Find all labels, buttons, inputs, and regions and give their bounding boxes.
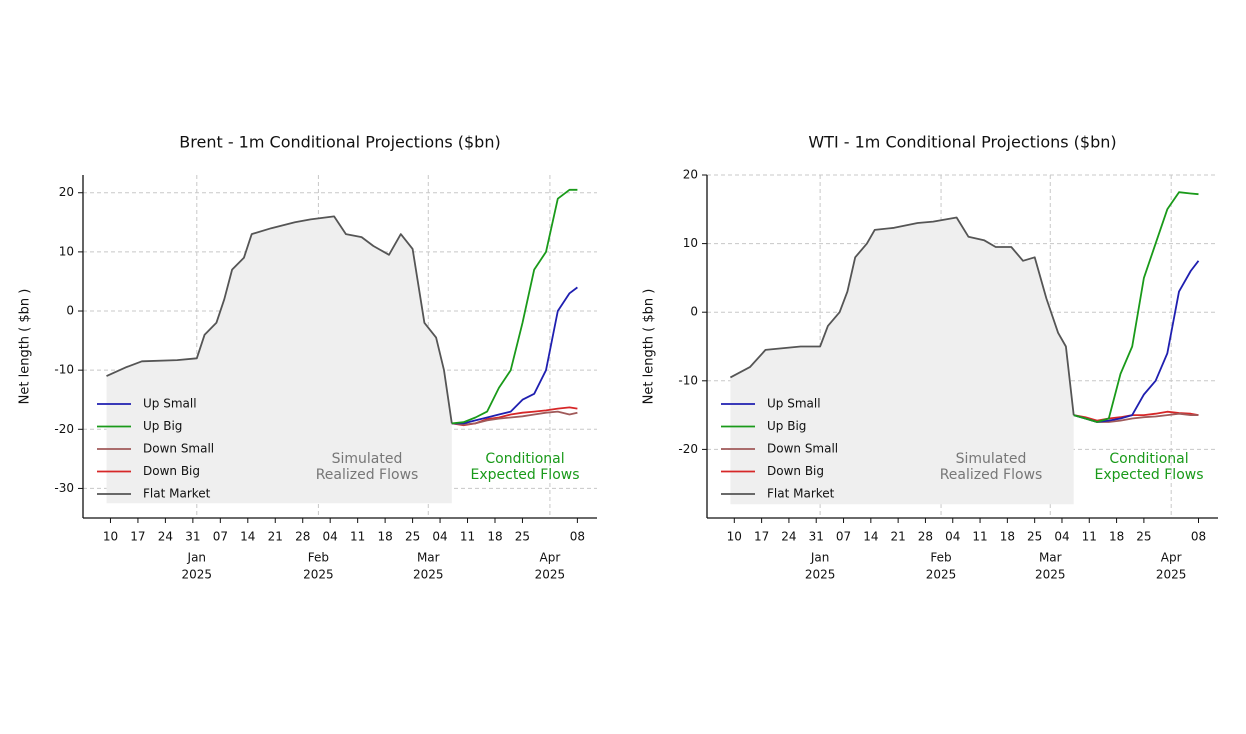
y-axis-label: Net length ( $bn ) <box>642 289 657 405</box>
legend-label: Flat Market <box>767 487 835 501</box>
legend-label: Down Small <box>143 442 214 456</box>
x-tick-label: 04 <box>1054 530 1069 544</box>
x-tick-label: 11 <box>350 530 365 544</box>
x-tick-label: 04 <box>432 530 447 544</box>
x-tick-label: 25 <box>1027 530 1042 544</box>
x-tick-label: 28 <box>295 530 310 544</box>
y-tick-label: -10 <box>678 373 698 387</box>
month-label: Jan <box>810 551 830 565</box>
x-tick-label: 07 <box>836 530 851 544</box>
x-tick-label: 18 <box>1000 530 1015 544</box>
series-line <box>1073 191 1199 423</box>
month-label: Mar <box>1039 551 1062 565</box>
annotation: Expected Flows <box>1094 467 1203 483</box>
x-tick-label: 10 <box>727 530 742 544</box>
x-tick-label: 31 <box>809 530 824 544</box>
x-tick-label: 04 <box>323 530 338 544</box>
shaded-area <box>730 217 1074 505</box>
y-tick-label: 10 <box>59 244 74 258</box>
annotation: Conditional <box>1109 451 1188 467</box>
y-tick-label: 0 <box>690 305 698 319</box>
series-line <box>729 216 1075 416</box>
month-label: Jan <box>187 551 207 565</box>
x-tick-label: 31 <box>185 530 200 544</box>
series-line <box>451 410 578 426</box>
x-tick-label: 18 <box>377 530 392 544</box>
annotation: Realized Flows <box>316 467 419 483</box>
annotation: Conditional <box>485 451 564 467</box>
month-label: Feb <box>930 551 951 565</box>
year-label: 2025 <box>413 568 444 582</box>
legend-label: Flat Market <box>143 487 211 501</box>
x-tick-label: 11 <box>1082 530 1097 544</box>
x-tick-label: 11 <box>972 530 987 544</box>
shaded-area <box>106 216 452 504</box>
year-label: 2025 <box>535 568 566 582</box>
legend-label: Up Small <box>143 397 197 411</box>
legend-label: Down Big <box>143 464 200 478</box>
x-tick-label: 24 <box>158 530 173 544</box>
x-tick-label: 10 <box>103 530 118 544</box>
y-tick-label: 0 <box>66 304 74 318</box>
y-tick-label: 20 <box>683 168 698 182</box>
legend-label: Up Small <box>767 397 821 411</box>
y-tick-label: 10 <box>683 236 698 250</box>
y-axis-label: Net length ( $bn ) <box>18 289 33 405</box>
y-tick-label: -10 <box>54 363 74 377</box>
series-line <box>106 215 453 424</box>
year-label: 2025 <box>303 568 334 582</box>
month-label: Mar <box>417 551 440 565</box>
annotation: Simulated <box>332 451 403 467</box>
month-label: Apr <box>1161 551 1182 565</box>
series-line <box>451 188 578 425</box>
x-tick-label: 17 <box>754 530 769 544</box>
y-tick-label: -20 <box>54 422 74 436</box>
chart-title: WTI - 1m Conditional Projections ($bn) <box>808 133 1116 152</box>
x-tick-label: 25 <box>1136 530 1151 544</box>
year-label: 2025 <box>1035 568 1066 582</box>
x-tick-label: 25 <box>515 530 530 544</box>
month-label: Feb <box>308 551 329 565</box>
legend-label: Up Big <box>143 419 182 433</box>
x-tick-label: 04 <box>945 530 960 544</box>
chart-title: Brent - 1m Conditional Projections ($bn) <box>179 133 500 152</box>
y-tick-label: 20 <box>59 185 74 199</box>
year-label: 2025 <box>926 568 957 582</box>
year-label: 2025 <box>1156 568 1187 582</box>
year-label: 2025 <box>182 568 213 582</box>
x-tick-label: 18 <box>1109 530 1124 544</box>
x-tick-label: 24 <box>781 530 796 544</box>
x-tick-label: 14 <box>863 530 878 544</box>
panel: WTI - 1m Conditional Projections ($bn) Ne… <box>642 133 1218 582</box>
x-tick-label: 25 <box>405 530 420 544</box>
x-tick-label: 14 <box>240 530 255 544</box>
y-tick-label: -20 <box>678 442 698 456</box>
x-tick-label: 17 <box>130 530 145 544</box>
x-tick-label: 21 <box>268 530 283 544</box>
legend-label: Down Small <box>767 442 838 456</box>
x-tick-label: 21 <box>890 530 905 544</box>
x-tick-label: 08 <box>570 530 585 544</box>
legend-label: Up Big <box>767 419 806 433</box>
panel: Brent - 1m Conditional Projections ($bn)… <box>18 133 597 582</box>
y-tick-label: -30 <box>54 481 74 495</box>
legend-label: Down Big <box>767 464 824 478</box>
x-tick-label: 08 <box>1191 530 1206 544</box>
year-label: 2025 <box>805 568 836 582</box>
x-tick-label: 28 <box>918 530 933 544</box>
annotation: Simulated <box>956 451 1027 467</box>
series-line <box>1073 260 1200 423</box>
x-tick-label: 18 <box>487 530 502 544</box>
x-tick-label: 07 <box>213 530 228 544</box>
series-line <box>451 286 578 425</box>
annotation: Realized Flows <box>940 467 1043 483</box>
month-label: Apr <box>540 551 561 565</box>
x-tick-label: 11 <box>460 530 475 544</box>
annotation: Expected Flows <box>470 467 579 483</box>
